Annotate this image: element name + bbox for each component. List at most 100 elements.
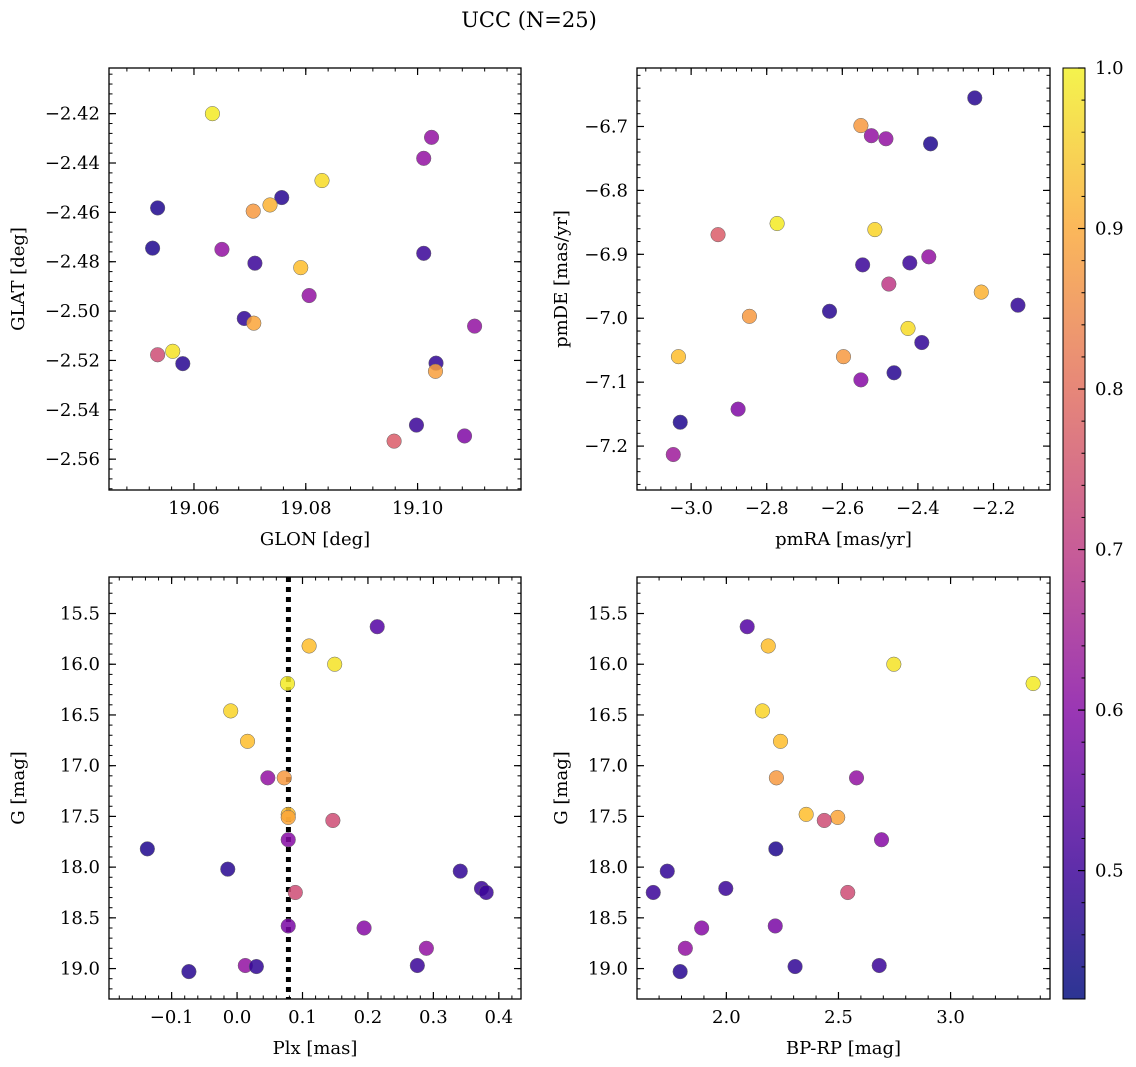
data-point	[886, 656, 902, 672]
axes-frame	[108, 576, 522, 1000]
data-point	[246, 315, 262, 331]
y-axis-label: GLAT [deg]	[8, 227, 29, 331]
y-tick-label: 18.5	[588, 908, 628, 929]
y-tick-label: 17.5	[588, 806, 628, 827]
data-point	[739, 619, 755, 635]
y-tick-label: 15.5	[60, 604, 100, 625]
x-tick-label: 2.5	[824, 1007, 853, 1028]
data-point	[768, 841, 784, 857]
data-point	[452, 863, 468, 879]
data-point	[710, 227, 726, 243]
y-tick-label: 18.0	[60, 857, 100, 878]
data-point	[327, 656, 343, 672]
colorbar: 0.5 0.6 0.7 0.8 0.9 1.0	[1062, 58, 1124, 1000]
data-point	[677, 940, 693, 956]
colorbar-tick-label: 1.0	[1095, 58, 1124, 79]
y-tick-label: −7.1	[584, 372, 628, 393]
panel-galactic-coordinates: 19.06 19.08 19.10 −2.42 −2.44 −2.46 −2.48 −2.50…	[8, 67, 522, 550]
data-point	[769, 215, 785, 232]
data-point	[665, 446, 681, 463]
y-tick-label: 16.5	[588, 705, 628, 726]
data-point	[287, 884, 303, 901]
data-point	[150, 200, 166, 216]
y-tick-label: 16.5	[60, 705, 100, 726]
x-axis-label: GLON [deg]	[260, 529, 370, 550]
data-point	[369, 619, 385, 635]
y-tick-label: 19.0	[60, 959, 100, 980]
data-point	[855, 257, 871, 273]
x-axis-label: Plx [mas]	[273, 1038, 358, 1059]
data-point	[418, 940, 434, 956]
axes-frame	[108, 67, 522, 491]
data-point	[356, 920, 372, 936]
data-point	[165, 343, 181, 359]
data-point	[325, 812, 341, 829]
data-point	[139, 841, 155, 857]
x-axis-label: BP-RP [mag]	[786, 1038, 901, 1059]
y-tick-label: −7.0	[584, 308, 628, 329]
data-point	[787, 958, 803, 975]
data-point	[973, 284, 989, 300]
data-point	[772, 733, 789, 749]
data-point	[427, 363, 444, 379]
data-point	[853, 118, 869, 134]
colorbar-tick-label: 0.5	[1095, 861, 1124, 882]
data-point	[456, 428, 473, 444]
panel-color-magnitude: 2.0 2.5 3.0 15.5 16.0 16.5 17.0 17.5 18.0 18.5 19.…	[551, 576, 1051, 1059]
data-point	[902, 255, 918, 271]
data-point	[279, 675, 296, 692]
data-point	[467, 318, 483, 334]
data-point	[767, 918, 783, 934]
data-point	[921, 249, 937, 265]
data-point	[260, 770, 276, 786]
data-point	[293, 260, 309, 276]
colorbar-tick-label: 0.8	[1095, 379, 1124, 400]
panel-proper-motions: −3.0 −2.8 −2.6 −2.4 −2.2 −6.7 −6.8 −6.9 −7.0 −7.1…	[551, 67, 1051, 550]
panels-layer: 19.06 19.08 19.10 −2.42 −2.44 −2.46 −2.48 −2.50…	[8, 67, 1051, 1059]
data-point	[175, 356, 191, 372]
data-point	[881, 276, 897, 292]
data-point	[694, 920, 710, 936]
x-tick-label: −0.1	[150, 1007, 194, 1028]
x-tick-label: 0.2	[354, 1007, 383, 1028]
data-point	[853, 372, 869, 388]
data-point	[274, 190, 290, 206]
x-tick-label: 19.08	[280, 498, 332, 519]
data-point	[863, 128, 879, 144]
y-tick-label: −7.2	[584, 436, 628, 457]
data-point	[645, 884, 661, 901]
y-tick-label: −2.50	[45, 301, 100, 322]
data-point	[718, 880, 734, 896]
x-tick-label: −2.2	[972, 498, 1016, 519]
y-tick-label: 16.0	[588, 654, 628, 675]
x-axis-label: pmRA [mas/yr]	[775, 529, 912, 550]
x-tick-label: −2.4	[896, 498, 940, 519]
data-point	[873, 832, 890, 848]
data-point	[145, 240, 161, 256]
panel-parallax-vs-magnitude: −0.1 0.0 0.1 0.2 0.3 0.4 15.5 16.0 16.5 17.0 17.5 1…	[8, 576, 522, 1059]
y-tick-label: −6.7	[584, 116, 628, 137]
data-point	[150, 347, 166, 363]
x-tick-label: 0.4	[484, 1007, 513, 1028]
x-tick-label: 19.10	[392, 498, 444, 519]
data-point	[821, 303, 838, 319]
data-point	[878, 131, 894, 147]
y-tick-label: −6.8	[584, 180, 628, 201]
data-point	[204, 106, 220, 122]
y-axis-label: G [mag]	[551, 751, 572, 824]
y-tick-label: 18.5	[60, 908, 100, 929]
data-point	[798, 806, 814, 822]
data-point	[672, 964, 688, 980]
data-point	[914, 334, 930, 351]
data-point	[1010, 297, 1026, 313]
y-tick-label: −2.46	[45, 202, 100, 223]
data-point	[386, 433, 402, 449]
y-tick-label: 16.0	[60, 654, 100, 675]
data-point	[754, 703, 770, 719]
x-tick-label: 0.0	[223, 1007, 252, 1028]
data-point	[239, 733, 256, 749]
y-tick-label: −2.56	[45, 449, 100, 470]
x-tick-label: 3.0	[936, 1007, 965, 1028]
data-point	[416, 150, 432, 166]
